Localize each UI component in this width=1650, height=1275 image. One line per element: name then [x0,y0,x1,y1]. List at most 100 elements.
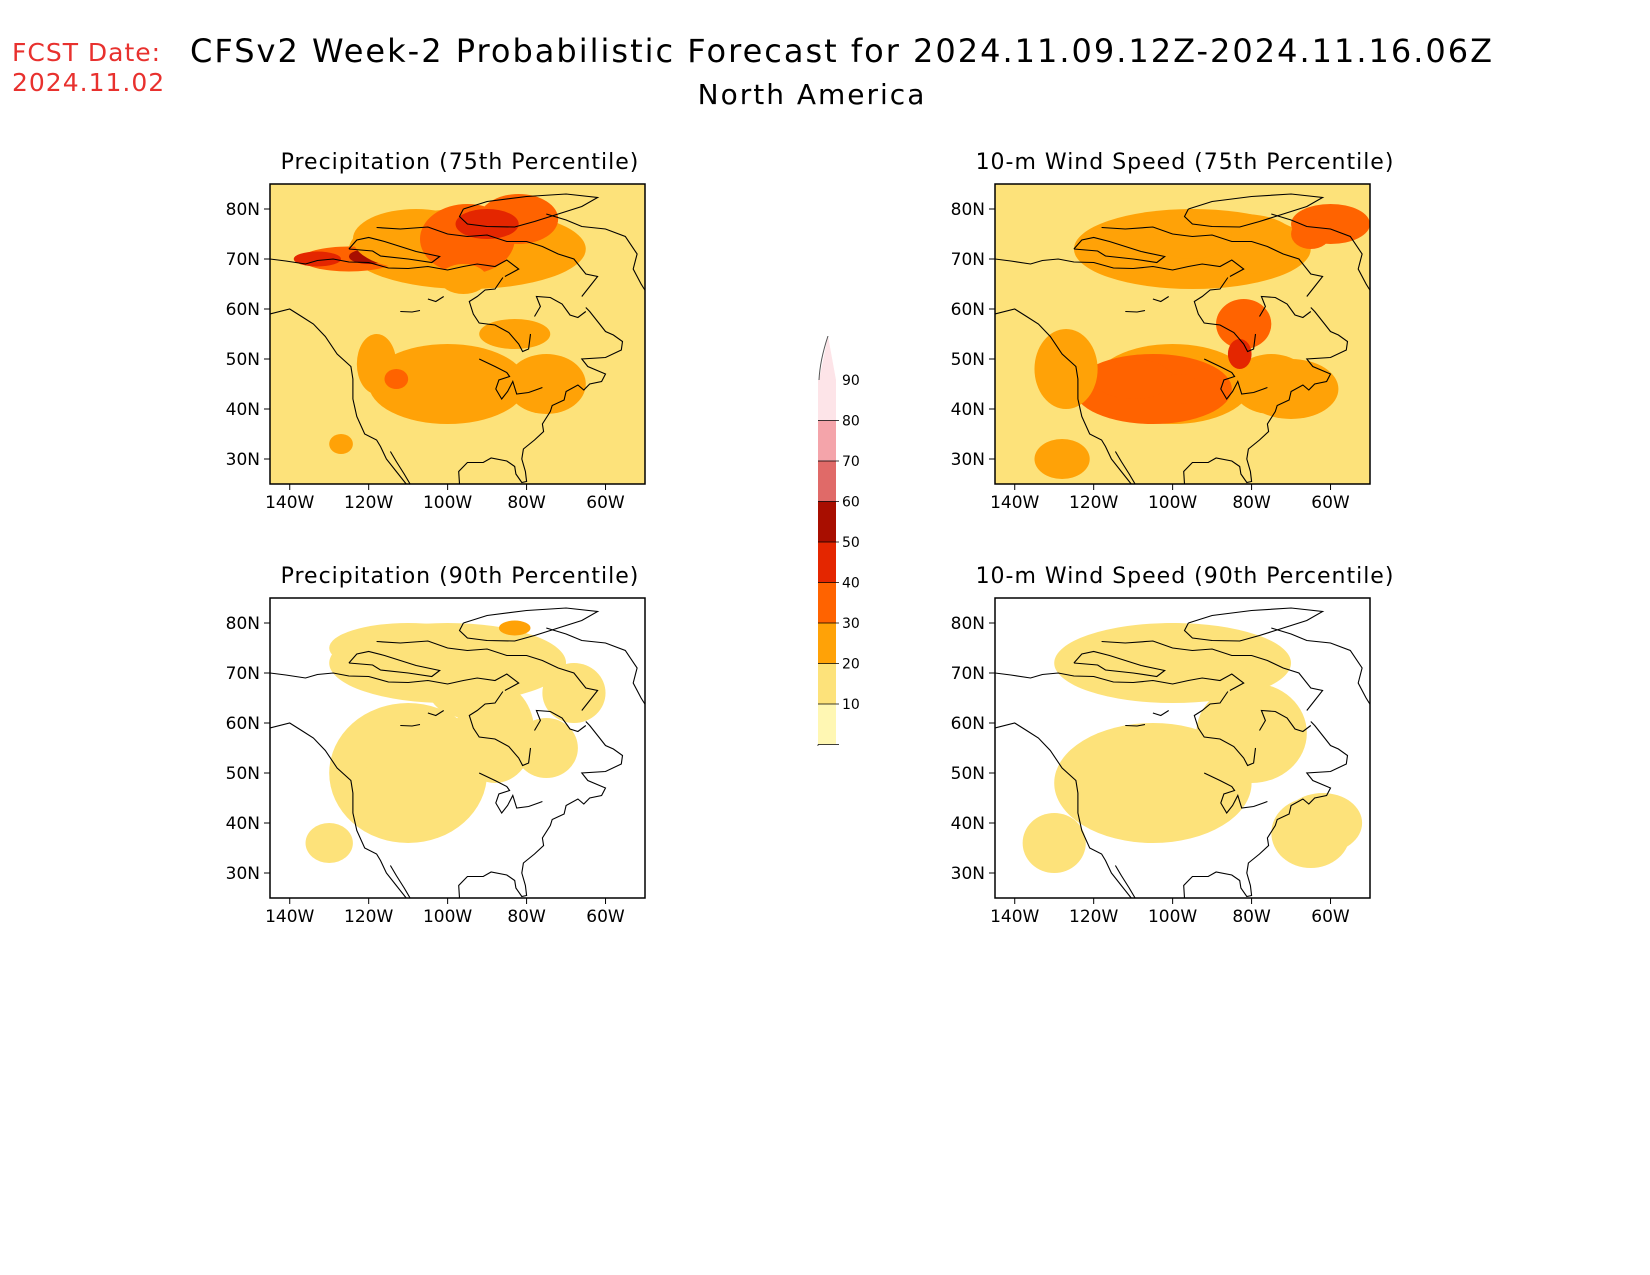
colorbar-label: 70 [842,454,860,470]
shade-blob [1109,768,1157,798]
shade-blob [1109,623,1236,683]
colorbar-label: 50 [842,535,860,551]
coastline [534,295,587,319]
coastline [1114,451,1136,484]
coastline [1203,358,1268,400]
coastline [458,607,600,642]
coastline [348,650,441,678]
coastline [1271,627,1370,706]
shade-blob [479,319,551,349]
coastline [546,213,645,292]
shade-blob [329,434,353,454]
lat-label: 80N [951,614,985,634]
coastline [427,710,444,717]
shade-blob [1152,209,1232,259]
shade-blob [1216,299,1272,349]
coastline [995,258,1245,277]
shading-field [270,184,645,484]
lat-label: 70N [951,664,985,684]
page-title: CFSv2 Week-2 Probabilistic Forecast for … [190,32,1495,70]
page-subtitle: North America [0,78,1650,111]
coastline [389,451,411,484]
map-frame [994,597,1371,899]
shade-blob [356,763,397,823]
coastline [458,193,600,228]
shade-blob [455,209,519,239]
coastline [995,308,1132,484]
coastline [1259,709,1312,733]
shade-blob [1283,793,1363,853]
panel-title: Precipitation (75th Percentile) [280,150,640,175]
coastline [458,721,624,898]
coastline [1183,607,1325,642]
shade-blob [514,718,578,778]
lon-label: 60W [586,907,625,927]
lat-label: 30N [951,864,985,884]
lon-label: 120W [1069,493,1118,513]
shading-field [995,598,1370,898]
panel-title: 10-m Wind Speed (90th Percentile) [975,564,1395,589]
coastline [376,640,599,711]
lon-label: 140W [990,907,1039,927]
colorbar-top-edge [818,336,829,381]
lon-label: 80W [1232,907,1271,927]
lat-label: 50N [951,350,985,370]
shade-blob [1034,439,1090,479]
lat-label: 40N [226,814,260,834]
lat-label: 60N [951,714,985,734]
lon-label: 60W [586,493,625,513]
coastline [995,722,1132,898]
colorbar-segment [818,420,836,461]
colorbar-legend: 90 80 70 60 50 40 30 20 10 [817,336,860,746]
coastline [478,772,543,814]
coastline [1152,296,1169,303]
coastline [534,709,587,733]
lat-label: 50N [226,764,260,784]
colorbar-segment [818,542,836,583]
lon-label: 140W [265,493,314,513]
lon-label: 60W [1311,493,1350,513]
shade-patch [506,354,586,414]
coastline [995,672,1245,691]
coastline [400,309,421,313]
shade-blob [1227,339,1252,369]
colorbar-label: 30 [842,616,860,632]
lon-label: 140W [990,493,1039,513]
colorbar-label: 10 [842,697,860,713]
coastline [1259,295,1312,319]
shading-field [270,598,645,898]
coastline [1183,193,1325,228]
coastline [458,307,624,484]
lat-label: 70N [951,250,985,270]
coastline [1152,710,1169,717]
coastline [270,722,407,898]
coastline [1203,772,1268,814]
shade-blob [1243,359,1339,419]
coastline [1125,309,1146,313]
lat-label: 80N [226,200,260,220]
lat-label: 60N [226,300,260,320]
coastline [468,277,532,353]
lat-label: 60N [951,300,985,320]
colorbar-label: 60 [842,495,860,511]
colorbar-label: 20 [842,657,860,673]
colorbar-top-cap [819,336,836,380]
coastline [478,358,543,400]
coastline [1101,226,1324,297]
shade-patch [542,663,606,723]
lon-label: 120W [344,493,393,513]
shade-blob [1291,219,1331,249]
lat-label: 40N [951,814,985,834]
lat-label: 40N [226,400,260,420]
colorbar-segment [818,623,836,664]
shade-patch [368,344,527,424]
lon-label: 100W [1148,907,1197,927]
coastline [1125,723,1146,727]
colorbar-label: 90 [842,373,860,389]
map-wind-90: 80N 70N 60N 50N 40N 30N 140W 120W 100W 80W 60W [951,597,1371,927]
lat-label: 70N [226,664,260,684]
lat-label: 30N [951,450,985,470]
colorbar-segment [818,582,836,623]
colorbar-segment [818,380,836,421]
shading-field [995,184,1370,484]
